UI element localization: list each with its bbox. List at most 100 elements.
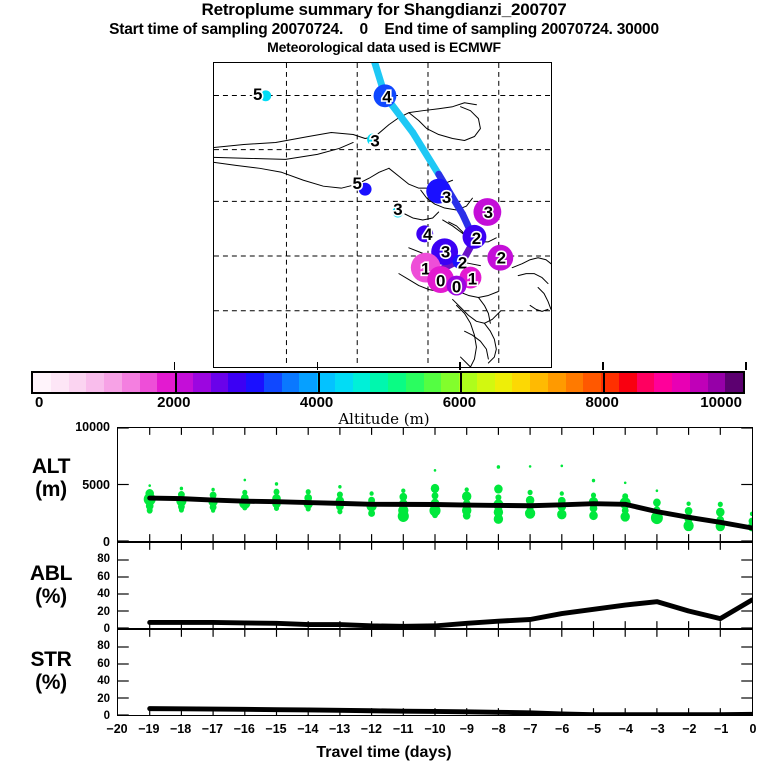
alt-point-11-0 — [496, 465, 501, 469]
abl-plot-canvas — [118, 543, 752, 628]
colorbar-tick-4000 — [316, 362, 319, 370]
alt-row-label: ALT (m) — [8, 455, 94, 501]
alt-point-4-0 — [274, 482, 279, 486]
alt-ytick-0: 0 — [103, 535, 110, 549]
str-row-label-line1: STR — [30, 648, 72, 671]
meteo-data-note: Meteorological data used is ECMWF — [267, 39, 501, 55]
colorbar-bin-16 — [317, 373, 335, 392]
map-day-label-10: 2 — [497, 249, 506, 268]
map-day-marker-9 — [462, 224, 487, 249]
xtick--4: −4 — [618, 722, 633, 736]
xtick--7: −7 — [523, 722, 538, 736]
map-day-label-13: 0 — [436, 272, 445, 291]
alt-point-0-0 — [148, 484, 151, 487]
colorbar-tick-labels: 0 2000 4000 6000 8000 10000 — [0, 394, 768, 414]
xtick--3: −3 — [650, 722, 665, 736]
x-axis-title: Travel time (days) — [316, 744, 452, 761]
header-block: Retroplume summary for Shangdianzi_20070… — [0, 0, 768, 56]
alt-point-4-1 — [273, 488, 280, 496]
colorbar-separator-8000 — [603, 373, 606, 392]
colorbar-bin-30 — [565, 373, 584, 392]
map-day-marker-3 — [358, 182, 372, 196]
str-ytick-0: 0 — [103, 710, 110, 722]
map-day-marker-6 — [416, 225, 434, 243]
alt-point-13-4 — [557, 509, 567, 520]
alt-scatter-group — [143, 464, 752, 532]
alt-point-11-1 — [494, 484, 503, 494]
map-day-label-15: 0 — [452, 277, 461, 296]
xtick--5: −5 — [586, 722, 602, 736]
colorbar-tick-2000 — [173, 362, 176, 370]
colorbar-bin-14 — [281, 373, 300, 392]
str-plot-panel[interactable] — [117, 629, 753, 716]
map-day-label-6: 4 — [423, 225, 433, 244]
colorbar-label-4000: 4000 — [299, 394, 334, 411]
coastline-outlines — [214, 102, 551, 367]
colorbar-bin-38 — [707, 373, 726, 392]
str-ytick-40: 40 — [97, 675, 110, 688]
alt-point-10-0 — [464, 487, 469, 492]
colorbar-label-10000: 10000 — [700, 394, 742, 411]
xtick--6: −6 — [555, 722, 570, 736]
alt-point-16-1 — [653, 498, 661, 507]
xtick--18: −18 — [169, 722, 192, 736]
map-day-marker-5 — [426, 178, 452, 204]
alt-point-14-0 — [591, 478, 596, 483]
alt-point-0-3 — [145, 501, 154, 511]
alt-point-15-0 — [623, 481, 627, 485]
sampling-time-subtitle: Start time of sampling 20070724. 0 End t… — [109, 21, 659, 38]
alt-point-8-0 — [401, 488, 406, 493]
alt-point-2-0 — [211, 487, 215, 492]
alt-point-4-4 — [273, 505, 280, 511]
colorbar-separator-2000 — [174, 373, 177, 392]
colorbar-bin-32 — [601, 373, 619, 392]
map-day-label-4: 3 — [393, 200, 402, 219]
page-title: Retroplume summary for Shangdianzi_20070… — [201, 0, 567, 19]
colorbar-bin-5 — [121, 373, 140, 392]
colorbar-label-6000: 6000 — [442, 394, 477, 411]
colorbar-bin-13 — [263, 373, 282, 392]
str-row-label-line2: (%) — [35, 671, 67, 694]
colorbar-gradient — [33, 373, 743, 392]
alt-point-0-4 — [146, 507, 153, 514]
colorbar-tick-8000 — [602, 362, 604, 370]
colorbar-bin-24 — [459, 373, 477, 392]
alt-point-12-1 — [527, 489, 533, 496]
colorbar-tick-10000 — [745, 362, 747, 370]
alt-point-10-1 — [461, 491, 472, 502]
colorbar-bin-15 — [299, 373, 317, 392]
alt-point-17-1 — [684, 506, 693, 516]
xtick--15: −15 — [265, 722, 287, 736]
alt-point-9-1 — [430, 483, 440, 493]
colorbar-bin-26 — [494, 373, 513, 392]
abl-row-label-line2: (%) — [35, 585, 67, 608]
alt-point-5-0 — [305, 489, 311, 495]
colorbar-bin-34 — [636, 373, 655, 392]
map-day-label-8: 3 — [441, 243, 450, 262]
abl-plot-panel[interactable] — [117, 542, 753, 629]
colorbar-bin-4 — [104, 373, 122, 392]
xtick-0: 0 — [749, 722, 757, 736]
map-day-label-3: 5 — [352, 174, 361, 193]
alt-row-label-line1: ALT — [31, 455, 71, 478]
abl-ytick-60: 60 — [97, 570, 110, 583]
alt-point-13-1 — [559, 491, 564, 496]
xtick--16: −16 — [233, 722, 255, 736]
map-day-label-14: 1 — [468, 270, 477, 289]
alt-point-13-0 — [560, 464, 564, 468]
map-day-label-5: 3 — [442, 188, 451, 207]
alt-point-2-4 — [210, 508, 216, 513]
colorbar-separator-6000 — [460, 373, 463, 392]
colorbar-bin-22 — [423, 373, 442, 392]
colorbar-label-0: 0 — [35, 394, 44, 411]
map-day-label-9: 2 — [472, 229, 481, 248]
alt-point-1-0 — [179, 486, 184, 491]
colorbar-label-8000: 8000 — [585, 394, 619, 411]
xtick--11: −11 — [392, 722, 414, 736]
colorbar-bin-18 — [352, 373, 371, 392]
abl-ytick-80: 80 — [97, 553, 110, 566]
alt-plot-panel[interactable] — [117, 427, 753, 542]
alt-point-8-4 — [397, 510, 409, 523]
